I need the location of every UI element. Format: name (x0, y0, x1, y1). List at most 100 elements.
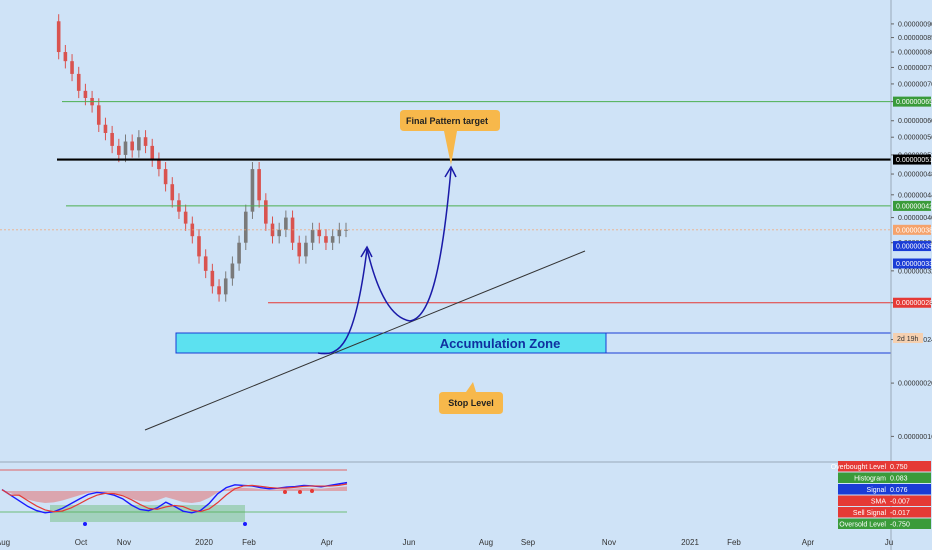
candle-body (56, 21, 61, 53)
projection-arrowhead-1 (360, 245, 373, 258)
candle-body (183, 211, 188, 224)
price-tag-box (893, 200, 931, 211)
annotation-stop-level-text: Stop Level (448, 398, 494, 408)
x-tick-label: 2021 (681, 538, 699, 547)
legend-item-box (838, 518, 931, 529)
x-tick-label: Apr (321, 538, 334, 547)
candle-body (197, 236, 201, 257)
price-tag-label: 0.00000035 (896, 244, 932, 251)
legend-item-value: 0.076 (890, 487, 908, 494)
accumulation-zone[interactable]: Accumulation Zone (175, 332, 892, 354)
y-tick-label: 0.00000060 (898, 118, 932, 125)
candle-body (210, 270, 215, 287)
ascending-trendline[interactable] (144, 250, 586, 431)
indicator-pane[interactable] (0, 469, 348, 526)
candle-body (237, 242, 241, 264)
price-tag-label: 0.00000038 (896, 227, 932, 234)
annotation-stop-level-callout (439, 382, 503, 414)
y-tick-label: 0.00000056 (898, 135, 932, 142)
price-tag-box (893, 297, 931, 308)
countdown-tag-box (893, 333, 923, 343)
horizontal-levels (0, 101, 891, 304)
legend-item-name: Oversold Level (839, 522, 886, 529)
candle-body (83, 90, 88, 98)
legend-item-value: -0.017 (890, 510, 910, 517)
candle-body (150, 145, 155, 160)
candle-body (143, 137, 148, 146)
price-tag-box (893, 258, 931, 269)
legend-item-value: 0.083 (890, 476, 908, 483)
countdown-tag: 2d 19h (893, 333, 923, 343)
candle-body (337, 229, 342, 237)
candle-body (330, 236, 335, 243)
x-tick-label: Apr (802, 538, 815, 547)
candle-body (344, 229, 348, 231)
legend-item-name: Histogram (854, 476, 886, 483)
candle-body (123, 141, 128, 155)
legend-item-box (838, 507, 931, 518)
x-tick-label: Nov (602, 538, 616, 547)
price-tag-label: 0.00000065 (896, 99, 932, 106)
legend-item-value: -0.007 (890, 499, 910, 506)
x-tick-label: Nov (117, 538, 131, 547)
annotation-final-target-text: Final Pattern target (406, 116, 488, 126)
signal-dot (283, 490, 287, 494)
candle-body (277, 229, 281, 237)
candle-body (284, 217, 288, 230)
signal-dot (298, 490, 302, 494)
candle-body (250, 169, 255, 212)
signal-dot (83, 522, 87, 526)
y-tick-label: 0.00000016 (898, 434, 932, 441)
x-tick-label: 2020 (195, 538, 213, 547)
x-tick-label: Aug (479, 538, 493, 547)
projection-curve[interactable] (317, 168, 452, 355)
y-tick-label: 0.00000085 (898, 35, 932, 42)
candle-body (170, 184, 175, 201)
price-tag-label: 0.00000028 (896, 300, 932, 307)
candle-body (103, 124, 108, 133)
y-tick-label: 0.00000090 (898, 21, 932, 28)
candle-body (117, 145, 121, 155)
indicator-legend: Overbought Level 0.750 Histogram 0.083Signa… (831, 461, 931, 529)
candle-body (157, 159, 161, 170)
legend-item-name: Signal (867, 487, 887, 494)
price-tag-box (893, 96, 931, 107)
accumulation-zone-label: Accumulation Zone (440, 336, 561, 351)
candle-body (96, 105, 101, 125)
x-axis: Aug Oct Nov 2020 Feb Apr Jun Aug Sep Nov 2021 Feb Ap… (0, 538, 893, 547)
signal-dot (243, 522, 247, 526)
price-tag-label: 0.00000033 (896, 261, 932, 268)
y-tick-label: 0.00000070 (898, 81, 932, 88)
indicator-line (1, 481, 348, 514)
candle-body (63, 52, 68, 62)
legend-item-name: Overbought Level (831, 464, 887, 471)
y-tick-label: 0.00000020 (898, 381, 932, 388)
price-tag-label: 0.00000042 (896, 203, 932, 210)
x-tick-label: Feb (727, 538, 741, 547)
countdown-tag-text: 2d 19h (897, 336, 919, 343)
price-tag-label: 0.00000051 (896, 157, 932, 164)
annotation-stop-level[interactable]: Stop Level (439, 382, 503, 414)
price-tag-box (893, 154, 931, 165)
candlestick-series (56, 14, 348, 302)
annotation-final-target[interactable]: Final Pattern target (400, 110, 500, 165)
histogram-area (2, 486, 347, 504)
price-tag-box (893, 241, 931, 252)
legend-item-box (838, 495, 931, 506)
candle-body (257, 169, 261, 201)
y-tick-label: 0.00000044 (898, 192, 932, 199)
y-tick-label: 0.00000075 (898, 65, 932, 72)
candle-body (297, 242, 302, 257)
legend-item-value: -0.750 (890, 522, 910, 529)
legend-item-box (838, 472, 931, 483)
y-tick-label: 0.00000032 (898, 268, 932, 275)
oversold-shade (50, 505, 245, 522)
candle-body (324, 236, 328, 243)
y-tick-label: 0.00000048 (898, 172, 932, 179)
indicator-signal-line (1, 483, 348, 513)
projection-arrowhead-2 (444, 165, 457, 178)
price-tags: 0.00000065 0.00000051 0.00000042 0.00000038… (893, 96, 932, 308)
candle-body (163, 169, 168, 185)
